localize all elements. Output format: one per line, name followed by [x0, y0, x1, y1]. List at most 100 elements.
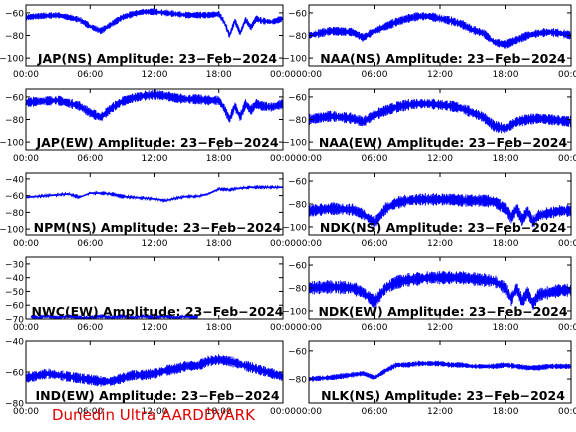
panel-title: JAP(NS) Amplitude: 23−Feb−2024 [37, 51, 277, 66]
x-tick-label: 06:00 [77, 407, 103, 417]
x-tick-label: 12:00 [427, 70, 453, 80]
y-tick-label: −60 [5, 93, 24, 103]
series-trace-ndk-ns-0 [309, 193, 571, 229]
x-tick-label: 12:00 [427, 239, 453, 249]
x-tick-label: 06:00 [362, 407, 388, 417]
x-tick-label: 12:00 [142, 407, 168, 417]
x-tick-label: 18:00 [493, 239, 519, 249]
x-tick-label: 12:00 [142, 323, 168, 333]
x-tick-label: 00:00 [270, 70, 296, 80]
series-center-ndk-ew-0 [309, 277, 571, 305]
y-tick-label: −60 [5, 302, 24, 312]
x-tick-label: 00:00 [13, 323, 39, 333]
panel-ind-ew: −80 −60 −40 00:00 06:00 12:00 18:00 00:00 IND(EW… [5, 338, 296, 418]
x-tick-label: 06:00 [362, 70, 388, 80]
series-center-naa-ns-0 [309, 15, 571, 46]
x-tick-label: 00:00 [13, 154, 39, 164]
series-center-jap-ew-0 [26, 94, 283, 120]
y-tick-label: −80 [288, 116, 307, 126]
series-center-ind-ew-0 [26, 359, 283, 382]
panel-title: NDK(EW) Amplitude: 23−Feb−2024 [318, 304, 567, 319]
x-tick-label: 18:00 [206, 70, 232, 80]
x-tick-label: 00:00 [558, 154, 576, 164]
y-tick-label: −80 [5, 400, 24, 410]
x-tick-label: 18:00 [493, 407, 519, 417]
x-tick-label: 12:00 [142, 70, 168, 80]
x-tick-label: 18:00 [206, 323, 232, 333]
x-tick-label: 00:00 [13, 70, 39, 80]
y-tick-label: −100 [282, 307, 307, 317]
series-trace-naa-ew-0 [309, 98, 571, 134]
y-tick-label: −50 [5, 288, 24, 298]
panel-nwc-ew: −70 −60 −50 −40 −30 00:00 06:00 12:00 18:00 00:00… [5, 256, 296, 333]
x-tick-label: 00:00 [558, 323, 576, 333]
y-tick-label: −100 [0, 55, 24, 65]
y-tick-label: −100 [0, 226, 24, 236]
y-tick-label: −80 [288, 32, 307, 42]
y-tick-label: −100 [0, 139, 24, 149]
x-tick-label: 06:00 [77, 154, 103, 164]
x-tick-label: 12:00 [142, 239, 168, 249]
panel-title: NLK(NS) Amplitude: 23−Feb−2024 [321, 388, 565, 403]
y-tick-label: −60 [288, 93, 307, 103]
panel-jap-ns: −100 −80 −60 00:00 06:00 12:00 18:00 00:00 JAP(N… [0, 4, 296, 80]
y-tick-label: −100 [282, 139, 307, 149]
y-tick-label: −60 [5, 192, 24, 202]
x-tick-label: 06:00 [362, 239, 388, 249]
y-tick-label: −70 [5, 316, 24, 326]
x-tick-label: 12:00 [427, 407, 453, 417]
y-tick-label: −80 [5, 116, 24, 126]
footer-credit: Dunedin Ultra AARDDVARK [52, 406, 255, 424]
series-trace-ind-ew-0 [26, 354, 283, 387]
x-tick-label: 12:00 [427, 154, 453, 164]
x-tick-label: 00:00 [296, 407, 322, 417]
x-tick-label: 00:00 [270, 323, 296, 333]
y-tick-label: −80 [5, 209, 24, 219]
series-center-ndk-ns-0 [309, 198, 571, 224]
panel-naa-ew: −100 −80 −60 00:00 06:00 12:00 18:00 00:00 NAA(E… [282, 88, 576, 164]
x-tick-label: 00:00 [296, 154, 322, 164]
y-tick-label: −60 [288, 347, 307, 357]
series-center-npm-ns-0 [26, 186, 283, 202]
x-tick-label: 12:00 [427, 323, 453, 333]
x-tick-label: 00:00 [296, 70, 322, 80]
series-center-jap-ns-0 [26, 11, 283, 36]
y-tick-label: −60 [5, 369, 24, 379]
x-tick-label: 12:00 [142, 154, 168, 164]
x-tick-label: 18:00 [493, 154, 519, 164]
x-tick-label: 00:00 [270, 239, 296, 249]
series-trace-ndk-ew-0 [309, 270, 571, 310]
x-tick-label: 00:00 [296, 239, 322, 249]
panel-title: NDK(NS) Amplitude: 23−Feb−2024 [320, 220, 567, 235]
x-tick-label: 00:00 [558, 239, 576, 249]
series-trace-jap-ew-0 [26, 89, 283, 123]
series-trace-naa-ns-0 [309, 12, 571, 49]
x-tick-label: 00:00 [13, 407, 39, 417]
x-tick-label: 00:00 [270, 154, 296, 164]
x-tick-label: 06:00 [77, 239, 103, 249]
x-tick-label: 18:00 [493, 70, 519, 80]
x-tick-label: 18:00 [206, 154, 232, 164]
y-tick-label: −60 [288, 178, 307, 188]
panel-naa-ns: −100 −80 −60 00:00 06:00 12:00 18:00 00:00 NAA(N… [282, 4, 576, 80]
y-tick-label: −60 [288, 9, 307, 19]
x-tick-label: 18:00 [206, 407, 232, 417]
panel-title: IND(EW) Amplitude: 23−Feb−2024 [35, 388, 279, 403]
x-tick-label: 06:00 [362, 323, 388, 333]
panel-jap-ew: −100 −80 −60 00:00 06:00 12:00 18:00 00:00 JAP(E… [0, 88, 296, 164]
y-tick-label: −80 [5, 32, 24, 42]
y-tick-label: −40 [5, 274, 24, 284]
y-tick-label: −80 [288, 285, 307, 295]
y-tick-label: −60 [5, 9, 24, 19]
y-tick-label: −30 [5, 260, 24, 270]
series-center-nwc-ew-0 [31, 315, 198, 319]
y-tick-label: −80 [288, 201, 307, 211]
x-tick-label: 18:00 [206, 239, 232, 249]
x-tick-label: 00:00 [296, 323, 322, 333]
panel-title: JAP(EW) Amplitude: 23−Feb−2024 [35, 135, 278, 150]
series-center-nlk-ns-0 [309, 363, 571, 380]
y-tick-label: −100 [282, 55, 307, 65]
x-tick-label: 00:00 [13, 239, 39, 249]
series-center-naa-ew-0 [309, 103, 571, 130]
